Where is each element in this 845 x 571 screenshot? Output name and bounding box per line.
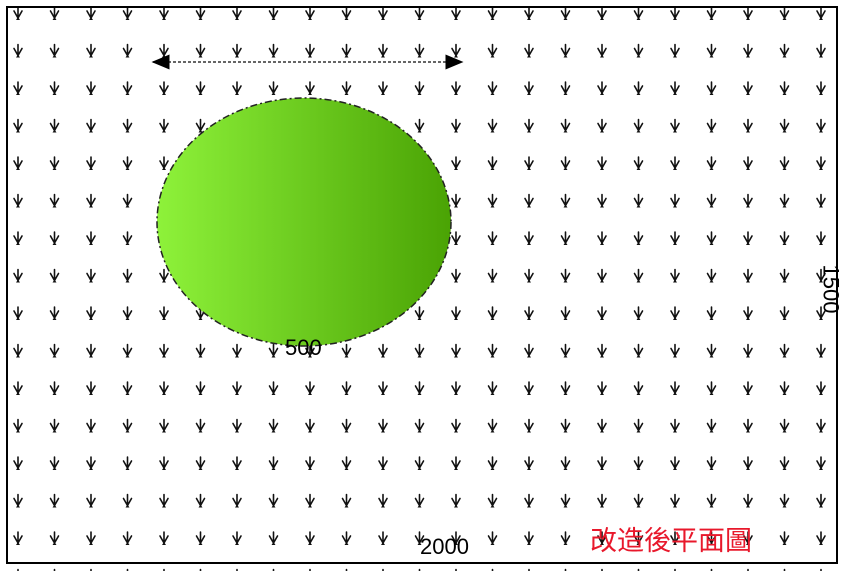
circular-lawn [156,97,452,347]
site-boundary [6,6,838,564]
site-height-label: 1500 [818,264,844,314]
site-width-label: 2000 [420,534,469,559]
circle-diameter-label: 500 [285,335,322,360]
plan-title: 改造後平面圖 [590,526,752,557]
